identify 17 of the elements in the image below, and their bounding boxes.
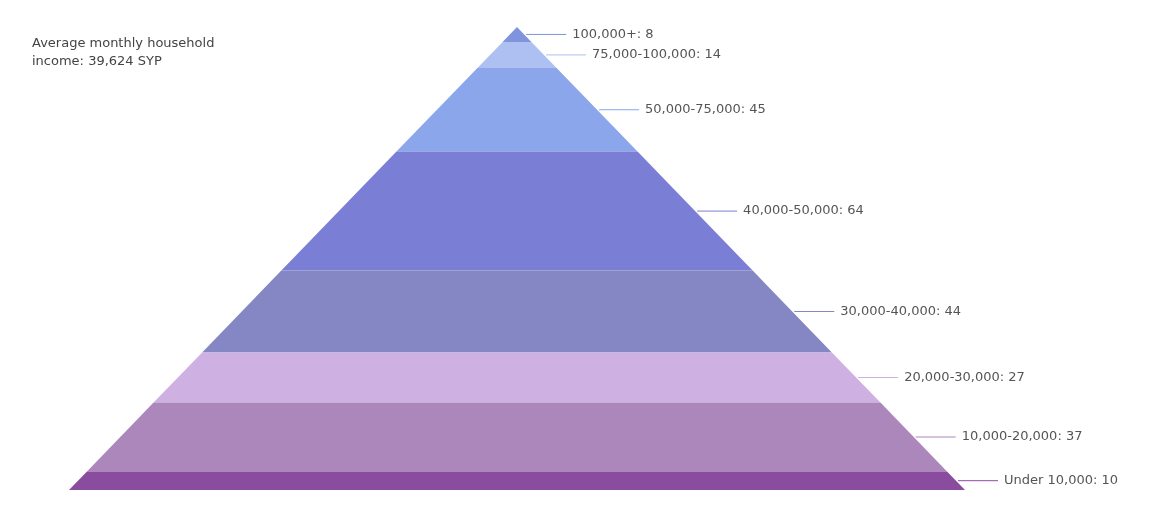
category-label: Under 10,000 <box>1004 472 1093 488</box>
data-label: : 64 <box>838 202 864 218</box>
data-label: : 8 <box>636 25 654 41</box>
category-label: 75,000-100,000 <box>591 46 696 62</box>
text: Average monthly household income: 39,624 SYP <box>32 35 215 69</box>
category-label: 30,000-40,000 <box>840 302 936 318</box>
category-label: 50,000-75,000 <box>645 101 741 117</box>
category-label: 100,000+ <box>572 25 637 41</box>
data-label: : 45 <box>740 101 766 117</box>
data-label: : 10 <box>1092 472 1119 488</box>
data-label: : 37 <box>1057 428 1083 444</box>
category-label: 40,000-50,000 <box>743 202 839 218</box>
data-label: : 44 <box>935 302 962 318</box>
category-label: 20,000-30,000 <box>904 368 1000 384</box>
category-label: 10,000-20,000 <box>961 428 1058 444</box>
data-label: : 27 <box>999 368 1025 384</box>
data-label: : 14 <box>695 46 721 62</box>
